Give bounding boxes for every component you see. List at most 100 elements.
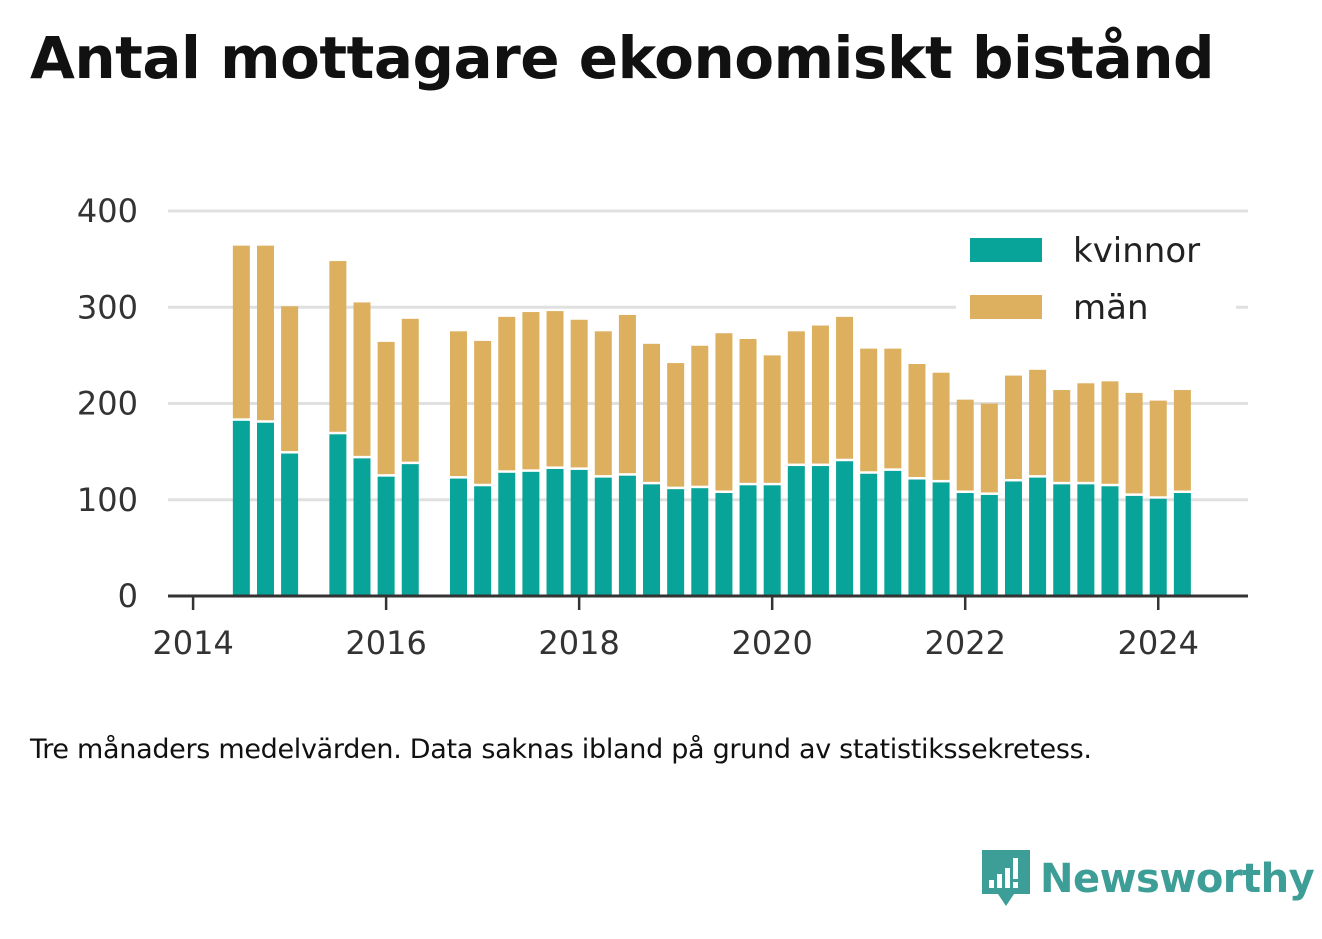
bar-man — [329, 261, 347, 432]
bar-kvinnor — [281, 453, 299, 596]
bar-man — [1125, 392, 1143, 494]
bar-kvinnor — [329, 434, 347, 596]
legend-swatch-man — [970, 295, 1042, 319]
bar-man — [232, 245, 250, 419]
bar-man — [811, 325, 829, 464]
bar-man — [618, 314, 636, 474]
x-tick-label: 2024 — [1118, 624, 1199, 662]
bar-man — [884, 348, 902, 469]
bar-kvinnor — [1101, 486, 1119, 596]
bar-kvinnor — [594, 477, 612, 596]
bar-man — [570, 319, 588, 468]
bar-kvinnor — [474, 486, 492, 596]
bar-kvinnor — [498, 472, 516, 596]
legend-label: män — [1073, 288, 1149, 328]
bar-kvinnor — [763, 485, 781, 596]
axes: 0 100 200 300 400 2014 2016 2018 2020 2022 2024 — [77, 192, 1248, 662]
bar-man — [450, 331, 468, 477]
bar-man — [1077, 383, 1095, 482]
x-tick-label: 2016 — [345, 624, 426, 662]
bar-man — [522, 312, 540, 470]
x-tick-label: 2020 — [731, 624, 812, 662]
newsworthy-logo: Newsworthy — [980, 848, 1315, 910]
bar-man — [1004, 375, 1022, 479]
bar-kvinnor — [377, 476, 395, 596]
bar-kvinnor — [256, 422, 274, 596]
y-tick-label: 200 — [77, 385, 138, 423]
bar-man — [1053, 390, 1071, 482]
bar-man — [763, 355, 781, 483]
legend-label: kvinnor — [1073, 231, 1200, 271]
x-tick-label: 2018 — [538, 624, 619, 662]
bar-man — [980, 403, 998, 493]
bar-kvinnor — [667, 489, 685, 596]
bar-man — [1173, 390, 1191, 491]
bar-kvinnor — [811, 466, 829, 596]
bar-man — [643, 343, 661, 482]
x-tick-label: 2014 — [152, 624, 233, 662]
bar-kvinnor — [860, 473, 878, 596]
bar-kvinnor — [1029, 477, 1047, 596]
bar-kvinnor — [450, 478, 468, 596]
bars — [232, 245, 1191, 596]
bar-man — [1101, 381, 1119, 484]
bar-kvinnor — [980, 494, 998, 596]
bar-kvinnor — [401, 464, 419, 596]
chart-title: Antal mottagare ekonomiskt bistånd — [30, 24, 1215, 92]
bar-man — [1029, 369, 1047, 476]
y-tick-label: 300 — [77, 288, 138, 326]
bar-kvinnor — [570, 469, 588, 596]
y-tick-label: 0 — [118, 577, 138, 615]
bar-kvinnor — [546, 468, 564, 596]
bar-kvinnor — [715, 493, 733, 596]
bar-kvinnor — [618, 475, 636, 596]
bar-kvinnor — [1004, 481, 1022, 596]
logo-text: Newsworthy — [1040, 856, 1315, 902]
bar-man — [667, 363, 685, 487]
bar-man — [353, 302, 371, 456]
y-tick-label: 400 — [77, 192, 138, 230]
bar-kvinnor — [787, 466, 805, 596]
bar-kvinnor — [232, 420, 250, 596]
x-tick-label: 2022 — [924, 624, 1005, 662]
stacked-bar-chart: 0 100 200 300 400 2014 2016 2018 2020 2022 2024 kv… — [77, 192, 1248, 662]
bar-man — [836, 316, 854, 459]
bar-man — [1149, 400, 1167, 497]
bar-man — [401, 318, 419, 462]
bar-kvinnor — [908, 479, 926, 596]
bar-man — [739, 339, 757, 483]
bar-man — [377, 341, 395, 475]
bar-kvinnor — [522, 471, 540, 596]
bar-man — [932, 372, 950, 480]
bar-man — [691, 345, 709, 486]
bar-kvinnor — [1053, 484, 1071, 596]
bar-man — [281, 306, 299, 452]
newsworthy-logo-icon — [982, 850, 1030, 906]
bar-man — [715, 333, 733, 491]
bar-kvinnor — [739, 485, 757, 596]
bar-kvinnor — [836, 461, 854, 596]
chart-footnote: Tre månaders medelvärden. Data saknas ib… — [30, 734, 1092, 765]
bar-kvinnor — [643, 484, 661, 596]
bar-man — [474, 340, 492, 484]
bar-man — [498, 316, 516, 471]
bar-man — [787, 331, 805, 464]
bar-man — [908, 364, 926, 478]
bar-kvinnor — [884, 470, 902, 596]
bar-kvinnor — [956, 493, 974, 596]
y-tick-label: 100 — [77, 481, 138, 519]
bar-man — [956, 399, 974, 491]
legend: kvinnor män — [956, 222, 1236, 335]
bar-man — [860, 348, 878, 472]
bar-kvinnor — [1125, 495, 1143, 596]
bar-man — [594, 331, 612, 476]
bar-kvinnor — [353, 458, 371, 596]
bar-man — [546, 311, 564, 467]
bar-man — [256, 245, 274, 421]
bar-kvinnor — [1077, 484, 1095, 596]
legend-swatch-kvinnor — [970, 238, 1042, 262]
bar-kvinnor — [1173, 493, 1191, 596]
bar-kvinnor — [691, 488, 709, 596]
bar-kvinnor — [1149, 498, 1167, 596]
bar-kvinnor — [932, 482, 950, 596]
